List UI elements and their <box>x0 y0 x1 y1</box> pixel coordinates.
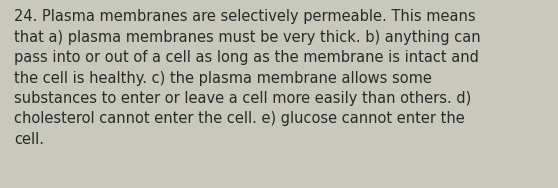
Text: 24. Plasma membranes are selectively permeable. This means
that a) plasma membra: 24. Plasma membranes are selectively per… <box>14 9 480 147</box>
